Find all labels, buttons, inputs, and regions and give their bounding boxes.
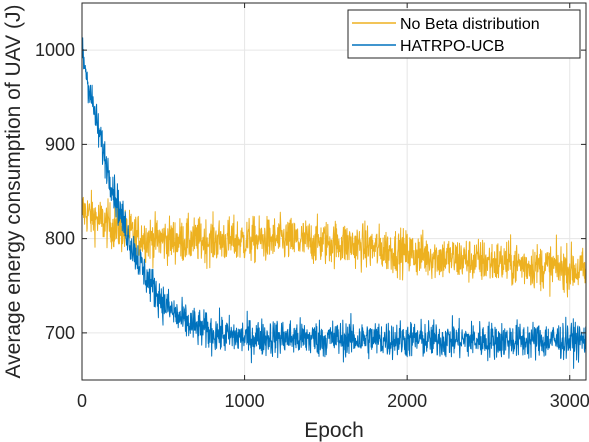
- x-tick-label: 0: [77, 391, 87, 411]
- plot-frame: [81, 2, 587, 381]
- y-tick-label: 700: [45, 323, 75, 343]
- legend: No Beta distribution HATRPO-UCB: [347, 9, 581, 59]
- series-line-1: [81, 189, 587, 298]
- legend-box: [347, 9, 581, 59]
- y-tick-label: 800: [45, 229, 75, 249]
- x-tick-label: 1000: [225, 391, 265, 411]
- legend-label-1: No Beta distribution: [400, 16, 540, 33]
- series-line-2: [81, 37, 587, 369]
- axis-ticks: 0 1000 2000 3000 700 800 900 1000: [35, 3, 589, 411]
- x-tick-label: 2000: [387, 391, 427, 411]
- x-axis-label: Epoch: [304, 419, 364, 442]
- x-tick-label: 3000: [550, 391, 589, 411]
- series-layer: [81, 37, 587, 369]
- y-tick-label: 900: [45, 134, 75, 154]
- y-axis-label: Average energy consumption of UAV (J): [2, 5, 25, 379]
- legend-label-2: HATRPO-UCB: [400, 38, 505, 55]
- y-tick-label: 1000: [35, 40, 75, 60]
